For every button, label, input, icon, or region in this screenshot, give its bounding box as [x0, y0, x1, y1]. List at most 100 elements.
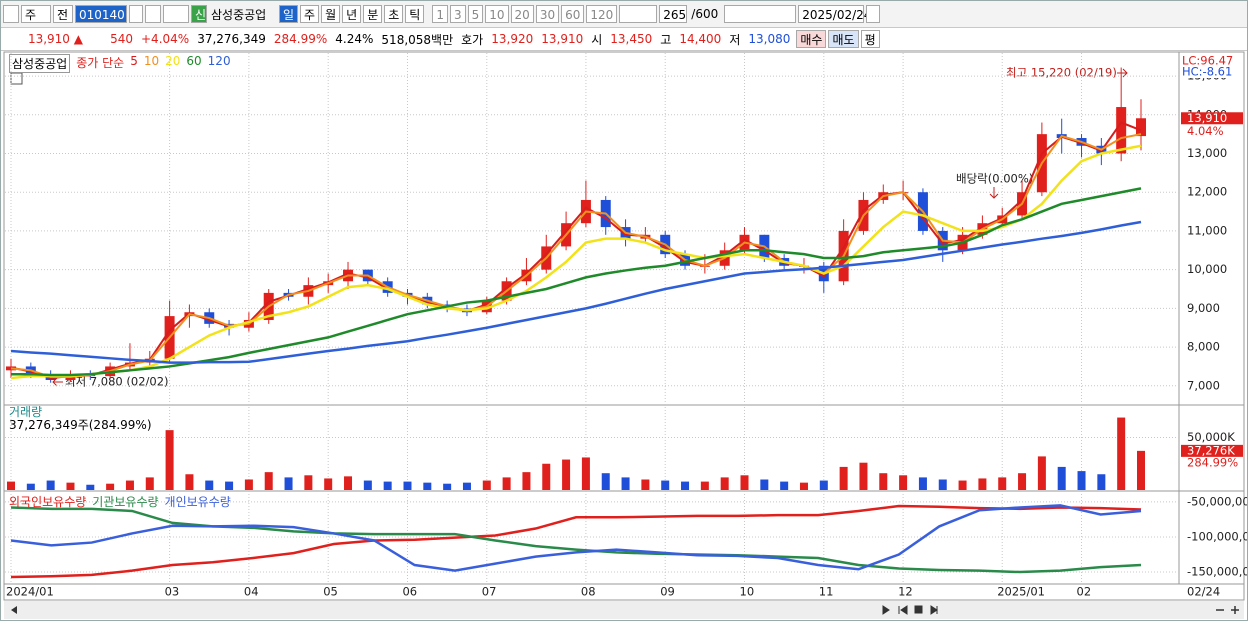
volume-bar: [681, 481, 690, 490]
count-max: /600: [691, 7, 719, 21]
volume-bar: [1117, 417, 1126, 490]
interval-button[interactable]: 주: [300, 5, 320, 23]
stock-name: 삼성중공업: [211, 7, 267, 22]
volume-bar: [740, 475, 749, 490]
volume-bar: [443, 483, 452, 490]
interval-button[interactable]: 년: [342, 5, 362, 23]
volume-bar: [225, 481, 234, 490]
last-volume-ratio: 284.99%: [1187, 455, 1238, 469]
volume-bar: [324, 478, 333, 490]
avg-button[interactable]: 평: [860, 30, 880, 48]
custom-interval[interactable]: [619, 5, 658, 23]
zoom-buttons[interactable]: [1216, 606, 1239, 614]
volume-bar: [363, 480, 372, 490]
minute-button[interactable]: 3: [449, 5, 466, 23]
volume-bar: [1018, 473, 1027, 490]
volume-bar: [1057, 466, 1066, 490]
y-tick-label: 11,000: [1187, 223, 1227, 237]
volume-bar: [46, 480, 55, 490]
amount: 518,058백만: [381, 32, 454, 47]
y-tick-label: 9,000: [1187, 301, 1220, 315]
x-tick-label: 03: [165, 585, 180, 599]
volume-bar: [205, 480, 214, 490]
y-tick-label: 50,000K: [1187, 430, 1235, 444]
menu-icon[interactable]: [3, 5, 19, 23]
holding-line: [10, 504, 1142, 572]
ask: 13,920: [491, 32, 534, 46]
volume-bar: [106, 483, 115, 490]
volume-bar: [1137, 450, 1145, 490]
volume-bar: [145, 477, 154, 490]
volume-bar: [1037, 456, 1046, 490]
volume-bar: [601, 473, 610, 490]
period-select[interactable]: 주: [21, 5, 51, 23]
sell-button[interactable]: 매도: [828, 30, 859, 48]
date-input[interactable]: 2025/02/24: [798, 5, 871, 23]
candle-body: [1116, 107, 1127, 154]
turnover: 4.24%: [335, 32, 374, 46]
volume-bar: [26, 483, 35, 490]
volume-bar: [859, 462, 868, 490]
volume-bar: [304, 475, 313, 490]
minute-button[interactable]: 20: [510, 5, 534, 23]
change-pct: +4.04%: [141, 32, 190, 46]
code-dropdown[interactable]: [129, 5, 143, 23]
volume-bar: [522, 472, 531, 490]
last-date: 02/24: [1187, 585, 1220, 599]
low-arrow: [52, 377, 63, 387]
playback-buttons[interactable]: [882, 605, 938, 615]
volume-bar: [938, 479, 947, 490]
minute-button[interactable]: 120: [586, 5, 618, 23]
credit-badge: 신: [191, 5, 207, 23]
table-icon[interactable]: [10, 72, 23, 85]
x-tick-label: 06: [402, 585, 417, 599]
price-legend: 삼성중공업 종가 단순 5 10 20 60 120: [9, 54, 231, 73]
ask-label: 호가: [461, 32, 484, 47]
low-annotation: 최저 7,080 (02/02): [65, 375, 169, 389]
volume-bar: [1077, 471, 1086, 490]
y-tick-label: 8,000: [1187, 340, 1220, 354]
moving-average: [10, 144, 1142, 380]
y-tick-label: 12,000: [1187, 185, 1227, 199]
y-tick-label: -50,000,00: [1187, 494, 1247, 508]
y-tick-label: 13,000: [1187, 146, 1227, 160]
legend-ma: 5: [130, 54, 138, 68]
dividend-annotation: 배당락(0.00%): [956, 172, 1033, 186]
x-tick-label: 11: [819, 585, 834, 599]
interval-button[interactable]: 분: [363, 5, 383, 23]
volume-bar: [403, 481, 412, 490]
y-tick-label: 7,000: [1187, 378, 1220, 392]
sound-button[interactable]: [163, 5, 189, 23]
high: 14,400: [679, 32, 722, 46]
interval-button[interactable]: 틱: [405, 5, 425, 23]
interval-button[interactable]: 일: [279, 5, 299, 23]
minute-button[interactable]: 30: [535, 5, 560, 23]
holding-line: [10, 504, 1142, 579]
x-tick-label: 04: [244, 585, 259, 599]
moving-average: [10, 133, 1142, 378]
volume-bar: [581, 457, 590, 490]
y-tick-label: -100,000,0: [1187, 529, 1247, 543]
minute-button[interactable]: 10: [485, 5, 509, 23]
minute-button[interactable]: 60: [561, 5, 585, 23]
volume-bar: [86, 484, 95, 490]
interval-button[interactable]: 초: [384, 5, 404, 23]
scope-select[interactable]: 전: [53, 5, 73, 23]
legend-stock: 삼성중공업: [9, 54, 71, 73]
last-change: 4.04%: [1187, 124, 1224, 138]
volume-bar: [284, 477, 293, 490]
minute-button[interactable]: 5: [467, 5, 484, 23]
code-input[interactable]: 010140: [75, 5, 127, 23]
tool-icons[interactable]: [724, 5, 797, 23]
minute-button[interactable]: 1: [432, 5, 448, 23]
open-label: 시: [591, 32, 603, 47]
search-button[interactable]: [145, 5, 161, 23]
legend-holding: 개인보유수량: [164, 495, 231, 509]
scroll-left[interactable]: [11, 606, 17, 614]
count-input[interactable]: 265: [659, 5, 688, 23]
scrollbar[interactable]: [4, 601, 1244, 619]
calendar-button[interactable]: [866, 5, 881, 23]
buy-button[interactable]: 매수: [796, 30, 827, 48]
candle-body: [1136, 118, 1146, 137]
interval-button[interactable]: 월: [321, 5, 341, 23]
